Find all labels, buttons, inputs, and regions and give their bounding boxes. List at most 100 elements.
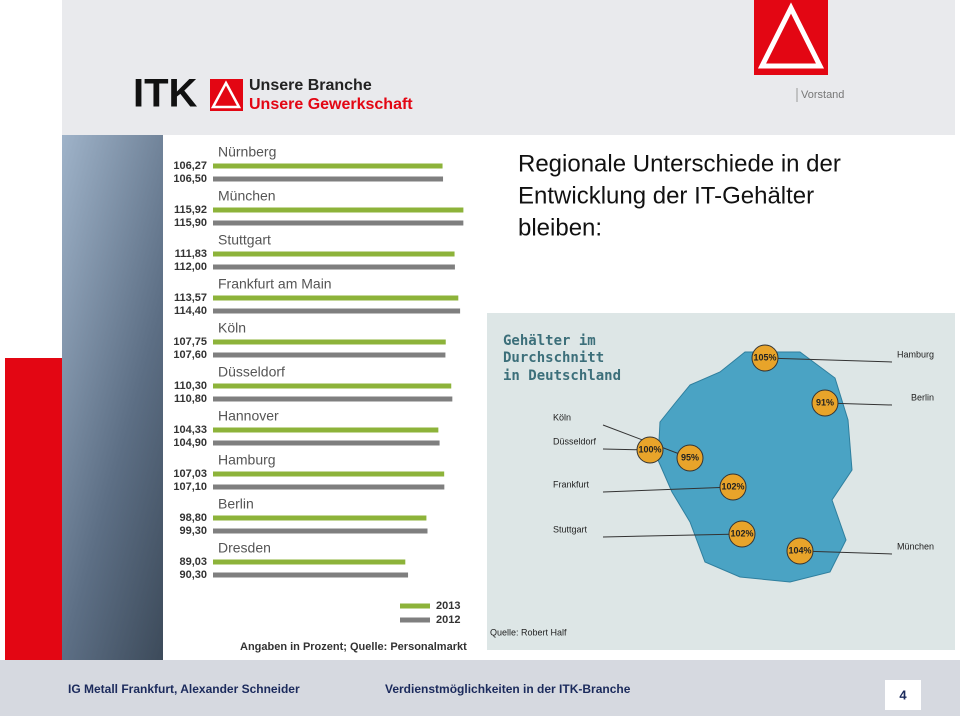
category-label: Berlin	[218, 496, 254, 512]
leader-line	[602, 533, 743, 538]
city-share: 105%	[753, 352, 776, 362]
city-label: München	[897, 541, 934, 551]
bar	[213, 207, 464, 213]
bar	[213, 572, 409, 578]
value-label: 106,50	[173, 173, 207, 185]
value-label: 107,60	[173, 349, 207, 361]
legend-label: 2012	[436, 614, 460, 626]
city-bubble	[751, 344, 779, 372]
bar	[213, 383, 452, 389]
value-label: 111,83	[175, 248, 207, 260]
bar	[213, 163, 443, 169]
red-bar	[5, 358, 62, 660]
value-label: 104,90	[173, 437, 207, 449]
bar	[213, 220, 464, 226]
bar	[213, 308, 461, 314]
category-label: Frankfurt am Main	[218, 276, 332, 292]
category-label: Hannover	[218, 408, 279, 424]
category-label: Dresden	[218, 540, 271, 556]
slide-title: bleiben:	[518, 214, 602, 241]
bar	[213, 515, 427, 521]
value-label: 89,03	[179, 556, 207, 568]
value-label: 113,57	[174, 292, 207, 304]
value-label: 107,75	[173, 336, 207, 348]
map-title: Durchschnitt	[503, 350, 604, 366]
bar	[213, 471, 445, 477]
city-share: 91%	[816, 397, 834, 407]
bar	[213, 339, 446, 345]
city-bubble	[728, 520, 756, 548]
city-label: Köln	[553, 412, 571, 422]
footer-left: IG Metall Frankfurt, Alexander Schneider	[68, 682, 300, 696]
slide-title: Entwicklung der IT-Gehälter	[518, 182, 814, 209]
category-label: München	[218, 188, 276, 204]
value-label: 107,10	[173, 481, 207, 493]
city-bubble	[811, 389, 839, 417]
city-share: 95%	[681, 452, 699, 462]
value-label: 107,03	[173, 468, 207, 480]
footer-center: Verdienstmöglichkeiten in der ITK-Branch…	[385, 682, 631, 696]
city-share: 102%	[730, 528, 753, 538]
category-label: Köln	[218, 320, 246, 336]
value-label: 115,90	[174, 217, 207, 229]
city-share: 102%	[721, 481, 744, 491]
leader-line	[602, 486, 734, 493]
bar	[213, 396, 453, 402]
bar	[213, 352, 446, 358]
tagline-2: Unsere Gewerkschaft	[249, 96, 413, 113]
city-bubble	[636, 436, 664, 464]
bar	[213, 264, 455, 270]
bar	[213, 427, 439, 433]
city-bubble	[719, 473, 747, 501]
slide-title: Regionale Unterschiede in der	[518, 150, 841, 177]
value-label: 112,00	[174, 261, 207, 273]
category-label: Hamburg	[218, 452, 276, 468]
city-share: 100%	[638, 444, 661, 454]
value-label: 110,30	[174, 380, 207, 392]
leader-line	[764, 357, 893, 363]
org-name: Vorstand	[801, 89, 844, 101]
map-title: Gehälter im	[503, 333, 596, 349]
category-label: Stuttgart	[218, 232, 271, 248]
page-number: 4	[899, 687, 907, 702]
category-label: Nürnberg	[218, 144, 276, 160]
legend-swatch	[400, 603, 430, 609]
itk-logo: ITK	[133, 72, 198, 116]
bar	[213, 295, 459, 301]
footer	[0, 660, 960, 716]
map-title: in Deutschland	[503, 368, 621, 384]
city-bubble	[786, 537, 814, 565]
legend-swatch	[400, 617, 430, 623]
city-label: Stuttgart	[553, 524, 588, 534]
map-source: Quelle: Robert Half	[490, 627, 567, 637]
value-label: 114,40	[174, 305, 207, 317]
leader-line	[799, 550, 893, 555]
tagline-1: Unsere Branche	[249, 77, 372, 94]
value-label: 115,92	[174, 204, 207, 216]
bar	[213, 440, 440, 446]
category-label: Düsseldorf	[218, 364, 285, 380]
city-label: Hamburg	[897, 349, 934, 359]
page-box	[885, 680, 921, 710]
city-bubble	[676, 444, 704, 472]
city-label: Berlin	[911, 392, 934, 402]
bar	[213, 484, 445, 490]
city-label: Frankfurt	[553, 479, 590, 489]
itk-logo-triangle	[210, 80, 242, 109]
bar	[213, 528, 428, 534]
city-share: 104%	[788, 545, 811, 555]
bar	[213, 176, 444, 182]
value-label: 90,30	[179, 569, 207, 581]
chart-note: Angaben in Prozent; Quelle: Personalmark…	[240, 641, 467, 653]
value-label: 99,30	[179, 525, 207, 537]
bar	[213, 251, 455, 257]
city-label: Düsseldorf	[553, 436, 597, 446]
value-label: 98,80	[179, 512, 207, 524]
value-label: 110,80	[174, 393, 207, 405]
ig-logo-mark	[757, 2, 825, 69]
legend-label: 2013	[436, 600, 460, 612]
bar	[213, 559, 406, 565]
value-label: 106,27	[173, 160, 207, 172]
value-label: 104,33	[173, 424, 207, 436]
